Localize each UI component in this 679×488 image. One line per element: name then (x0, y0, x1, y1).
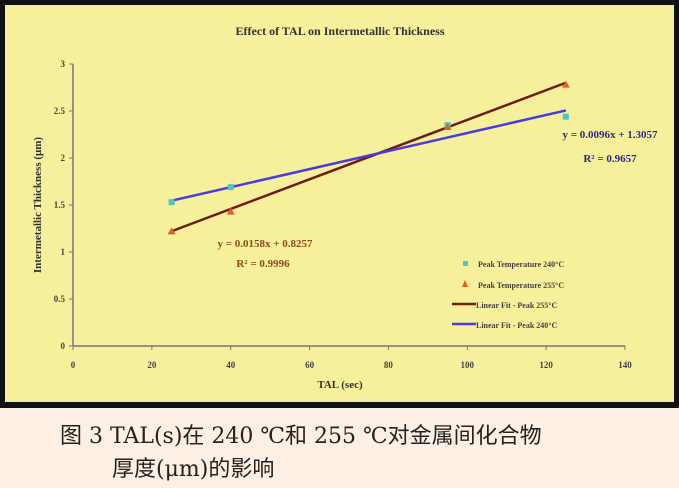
data-point (561, 80, 570, 88)
y-tick-label: 0 (61, 341, 66, 351)
y-axis-label: Intermetallic Thickness (μm) (32, 137, 44, 274)
legend-marker (462, 280, 468, 287)
y-tick-label: 0.5 (54, 294, 66, 304)
x-tick-label: 20 (147, 360, 157, 370)
y-tick-label: 1.5 (54, 200, 66, 210)
chart-svg: Effect of TAL on Intermetallic Thickness… (32, 24, 658, 391)
legend-marker (463, 261, 468, 266)
legend-label: Peak Temperature 255°C (478, 281, 564, 290)
x-axis-label: TAL (sec) (317, 379, 363, 391)
data-point (226, 207, 235, 215)
x-tick-label: 100 (461, 360, 475, 370)
chart-area: Effect of TAL on Intermetallic Thickness… (5, 5, 674, 402)
x-tick-label: 0 (71, 360, 76, 370)
x-tick-label: 40 (226, 360, 236, 370)
figure-frame: Effect of TAL on Intermetallic Thickness… (0, 0, 679, 408)
x-tick-label: 120 (539, 360, 553, 370)
fit-line (171, 109, 567, 202)
y-tick-label: 3 (61, 59, 66, 69)
fit-r2-255: R² = 0.9996 (236, 258, 290, 270)
legend-label: Linear Fit - Peak 240°C (476, 321, 557, 330)
caption-line-2: 厚度(μm)的影响 (112, 457, 275, 482)
x-tick-label: 80 (384, 360, 394, 370)
x-tick-label: 140 (618, 360, 632, 370)
legend-label: Linear Fit - Peak 255°C (476, 301, 557, 310)
data-point (562, 113, 569, 120)
fit-r2-240: R² = 0.9657 (583, 153, 637, 165)
chart-title: Effect of TAL on Intermetallic Thickness (236, 24, 445, 38)
data-point (168, 199, 175, 206)
caption-line-1: 图 3 TAL(s)在 240 ℃和 255 ℃对金属间化合物 (60, 424, 542, 449)
data-point (227, 184, 234, 191)
y-tick-label: 2 (61, 153, 66, 163)
y-tick-label: 2.5 (54, 106, 66, 116)
y-tick-label: 1 (61, 247, 66, 257)
x-tick-label: 60 (305, 360, 315, 370)
fit-equation-255: y = 0.0158x + 0.8257 (217, 238, 313, 250)
data-point (167, 227, 176, 235)
fit-equation-240: y = 0.0096x + 1.3057 (562, 129, 658, 141)
fit-line (171, 81, 567, 233)
data-point (443, 122, 452, 130)
legend-label: Peak Temperature 240°C (478, 260, 564, 269)
